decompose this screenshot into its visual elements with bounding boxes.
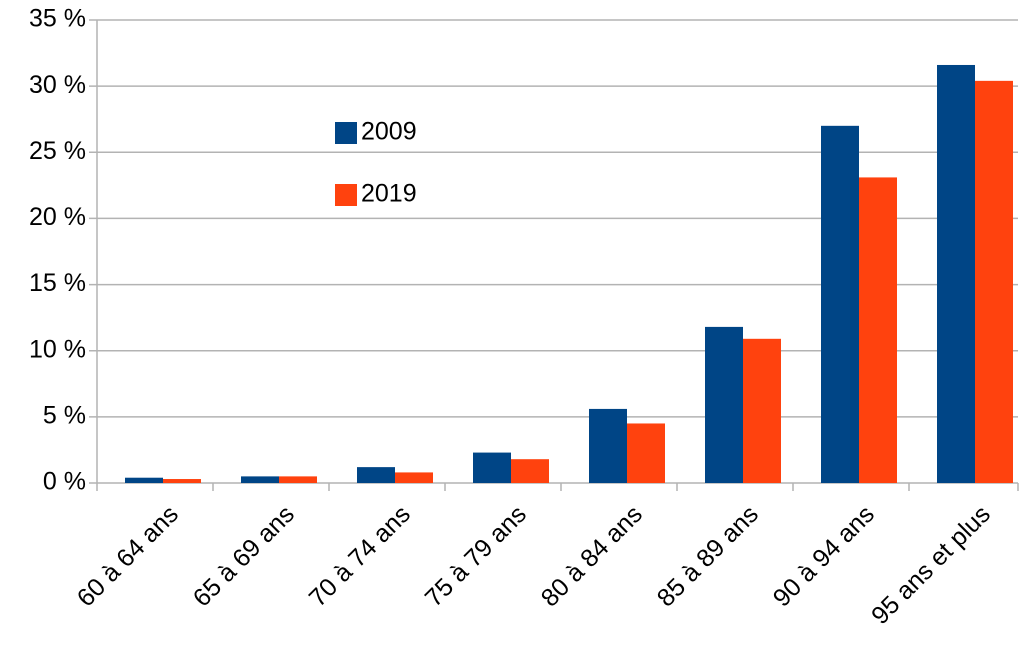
bar xyxy=(937,64,975,483)
y-tick-label: 30 % xyxy=(29,71,86,99)
legend-swatch xyxy=(335,122,357,144)
legend-label: 2019 xyxy=(361,180,417,208)
y-tick-label: 25 % xyxy=(29,137,86,165)
bar xyxy=(125,477,163,483)
bar xyxy=(859,177,897,484)
x-tick-label: 70 à 74 ans xyxy=(304,500,416,612)
x-tick-label: 80 à 84 ans xyxy=(536,500,648,612)
bar xyxy=(163,479,201,483)
x-tick-label: 95 ans et plus xyxy=(866,500,996,630)
y-tick-label: 35 % xyxy=(29,5,86,33)
y-tick-label: 10 % xyxy=(29,335,86,363)
bar xyxy=(589,408,627,483)
x-tick-label: 75 à 79 ans xyxy=(420,500,532,612)
bar xyxy=(279,476,317,483)
bar xyxy=(627,423,665,483)
bar xyxy=(705,326,743,483)
bar xyxy=(975,80,1013,483)
y-tick-label: 15 % xyxy=(29,269,86,297)
bar xyxy=(821,125,859,483)
bar xyxy=(743,338,781,483)
bar xyxy=(241,476,279,483)
x-tick-label: 90 à 94 ans xyxy=(768,500,880,612)
bar xyxy=(395,472,433,483)
legend-swatch xyxy=(335,184,357,206)
bar xyxy=(357,467,395,483)
y-tick-label: 0 % xyxy=(43,468,86,496)
x-tick-label: 85 à 89 ans xyxy=(652,500,764,612)
bar xyxy=(511,459,549,483)
y-tick-label: 5 % xyxy=(43,401,86,429)
y-tick-label: 20 % xyxy=(29,203,86,231)
x-tick-label: 65 à 69 ans xyxy=(188,500,300,612)
bar xyxy=(473,452,511,483)
legend-label: 2009 xyxy=(361,118,417,146)
x-tick-label: 60 à 64 ans xyxy=(72,500,184,612)
